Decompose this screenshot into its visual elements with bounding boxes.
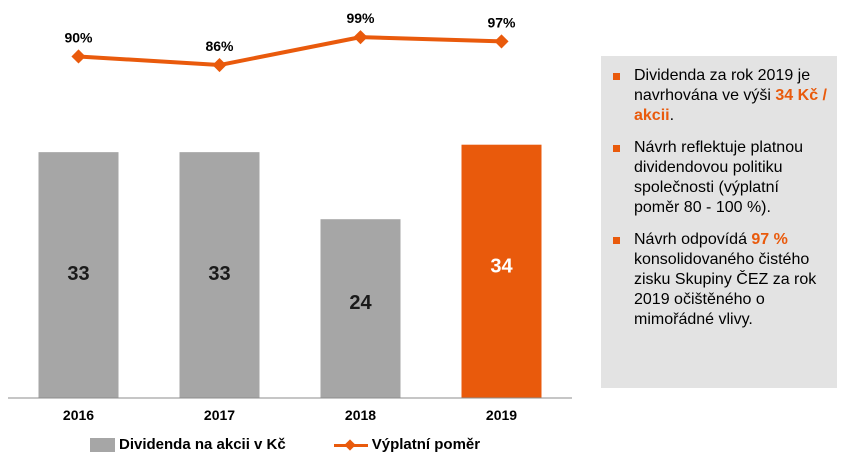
payout-line	[78, 35, 502, 68]
notes-panel: Dividenda za rok 2019 je navrhována ve v…	[601, 56, 837, 388]
x-tick-label: 2017	[204, 407, 235, 423]
payout-point	[353, 30, 368, 45]
bar	[320, 219, 401, 398]
payout-point	[212, 57, 227, 73]
payout-point	[71, 49, 86, 64]
note-text: Návrh reflektuje platnou dividendovou po…	[634, 139, 803, 216]
bar-value-label: 34	[490, 256, 513, 278]
note-text: Návrh odpovídá	[634, 231, 752, 248]
legend: Dividenda na akcii v Kč Výplatní poměr	[90, 436, 528, 453]
bar-value-label: 24	[349, 292, 372, 314]
bar	[461, 144, 542, 398]
payout-point	[494, 34, 509, 49]
x-tick-label: 2016	[63, 407, 94, 423]
bullet-square-icon	[613, 145, 620, 152]
note-text-end: .	[669, 107, 675, 124]
note-text-end: konsolidovaného čistého zisku Skupiny ČE…	[634, 251, 817, 328]
note-highlight: 34 Kč / akcii	[634, 87, 827, 124]
bullet-square-icon	[613, 237, 620, 244]
payout-label: 99%	[346, 10, 375, 26]
legend-bar-swatch	[90, 437, 115, 452]
legend-line-swatch	[333, 438, 368, 452]
bullet-square-icon	[613, 73, 620, 80]
legend-item-payout: Výplatní poměr	[333, 436, 481, 453]
payout-label: 90%	[64, 29, 93, 45]
note-text: Dividenda za rok 2019 je navrhována ve v…	[634, 67, 811, 104]
bar-value-label: 33	[208, 263, 230, 285]
payout-label: 97%	[487, 14, 516, 30]
legend-bar-label: Dividenda na akcii v Kč	[119, 436, 286, 453]
bar-value-label: 33	[67, 263, 89, 285]
chart: 33 33 24 34 2016 2017 2018 2019 90% 86% 99% 97%	[8, 10, 572, 423]
note-item: Návrh odpovídá 97 % konsolidovaného čist…	[613, 230, 827, 330]
note-item: Návrh reflektuje platnou dividendovou po…	[613, 138, 827, 218]
legend-item-dividend: Dividenda na akcii v Kč	[90, 436, 286, 453]
x-tick-label: 2018	[345, 407, 376, 423]
note-highlight: 97 %	[751, 231, 788, 248]
bar	[38, 152, 119, 398]
payout-label: 86%	[205, 38, 234, 54]
note-item: Dividenda za rok 2019 je navrhována ve v…	[613, 66, 827, 126]
x-tick-label: 2019	[486, 407, 517, 423]
bar	[179, 152, 260, 398]
legend-line-label: Výplatní poměr	[371, 436, 481, 453]
